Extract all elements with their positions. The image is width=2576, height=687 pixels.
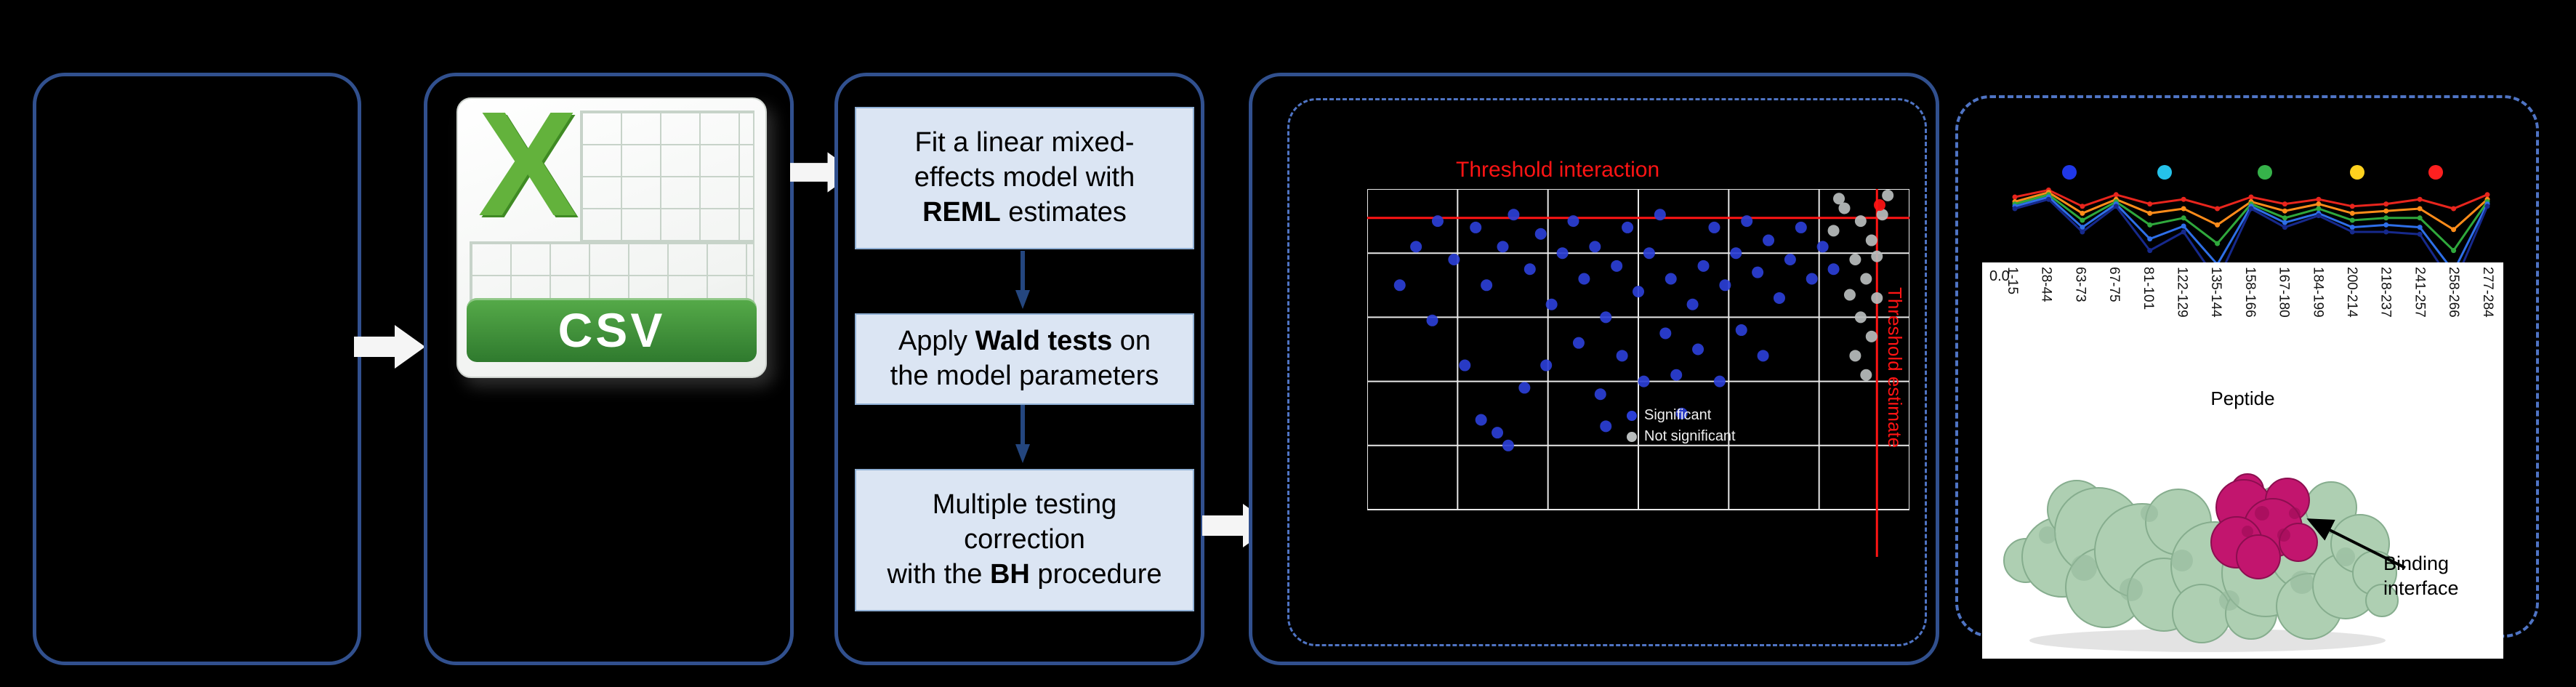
legend-label: Significant: [1644, 407, 1712, 423]
excel-x-logo: X: [478, 81, 578, 247]
spreadsheet-grid: [470, 241, 754, 310]
step-box-wald: Apply Wald tests on the model parameters: [855, 313, 1194, 405]
structure-panel: 0.0 1-15 28-44 63-73 67-75 81-101 122-129 135-…: [1955, 95, 2539, 659]
protein-structure-illustration: [2003, 473, 2399, 652]
peptide-tick-label: 200-214: [2344, 267, 2360, 318]
csv-panel: X CSV: [424, 73, 794, 665]
threshold-estimate-label: Threshold estimate: [1884, 287, 1906, 449]
scatter-legend: Significant Not significant: [1627, 407, 1736, 449]
csv-file-icon: X CSV: [456, 81, 767, 378]
legend-label: Not significant: [1644, 428, 1736, 444]
peptide-tick-label: 184-199: [2310, 267, 2326, 318]
legend-item: Significant: [1627, 407, 1736, 424]
peptide-tick-label: 67-75: [2106, 267, 2122, 302]
results-dashed-frame: [1287, 98, 1927, 646]
down-arrow-icon: [1015, 405, 1030, 463]
spreadsheet-grid: [580, 111, 754, 244]
step-box-bh: Multiple testing correction with the BH pr…: [855, 469, 1194, 611]
down-arrow-icon: [1015, 251, 1030, 309]
peptide-tick-label: 277-284: [2479, 267, 2495, 318]
csv-banner: CSV: [467, 298, 757, 362]
peptide-tick-label: 158-166: [2242, 267, 2258, 318]
peptide-tick-label: 167-180: [2276, 267, 2292, 318]
legend-item: Not significant: [1627, 428, 1736, 445]
peptide-tick-label: 135-144: [2208, 267, 2224, 318]
peptide-tick-label: 258-266: [2446, 267, 2462, 318]
pipeline-panel: Fit a linear mixed-effects model with REM…: [834, 73, 1204, 665]
peptide-tick-row: 1-15 28-44 63-73 67-75 81-101 122-129 135-144 1…: [2004, 267, 2495, 370]
flow-arrow-right-icon: [354, 325, 425, 369]
results-panel: Threshold interaction Threshold estimate…: [1249, 73, 1939, 665]
uptake-line-chart: [2012, 165, 2490, 289]
x-axis-label: Peptide: [2210, 387, 2275, 409]
peptide-tick-label: 63-73: [2072, 267, 2088, 302]
peptide-tick-label: 28-44: [2038, 267, 2054, 302]
scatter-title: Threshold interaction: [1456, 158, 1660, 182]
peptide-plot-area: 0.0 1-15 28-44 63-73 67-75 81-101 122-129 135-…: [1982, 262, 2503, 659]
input-panel: [33, 73, 361, 665]
peptide-tick-label: 1-15: [2005, 267, 2020, 295]
threshold-scatter-plot: [1367, 189, 1909, 557]
peptide-tick-label: 241-257: [2412, 267, 2428, 318]
y-axis-tick-label: 0.0: [1989, 268, 2010, 284]
legend-dot-icon: [1627, 410, 1637, 421]
peptide-tick-label: 218-237: [2378, 267, 2394, 318]
binding-interface-label: Binding interface: [2383, 553, 2459, 599]
peptide-tick-label: 81-101: [2140, 267, 2156, 310]
step-box-reml: Fit a linear mixed-effects model with REM…: [855, 107, 1194, 249]
peptide-tick-label: 122-129: [2174, 267, 2190, 318]
legend-dot-icon: [1627, 431, 1637, 442]
